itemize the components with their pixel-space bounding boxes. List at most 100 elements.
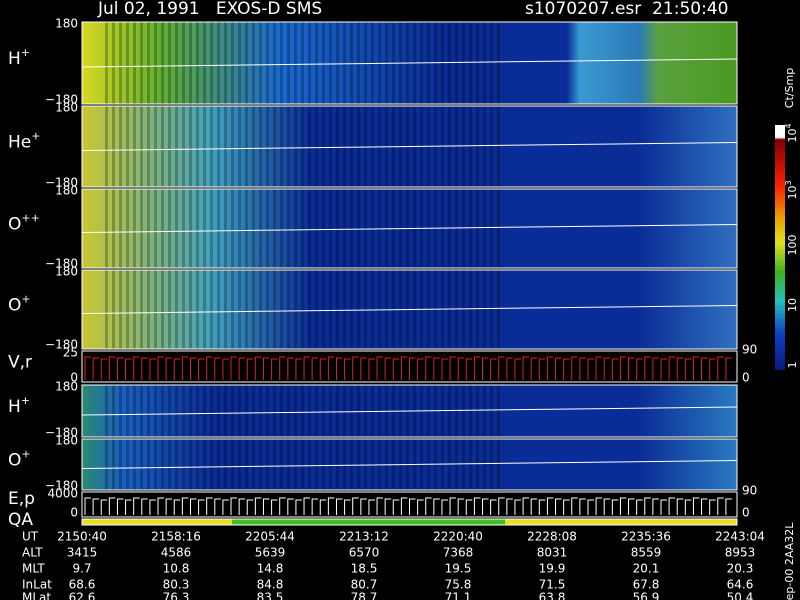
panel-label: O+ [8, 293, 31, 316]
cell: 80.7 [351, 578, 378, 592]
panel-frame [81, 384, 738, 438]
label-base: O [8, 215, 21, 235]
trace [84, 356, 732, 380]
y-tick-label: −180 [45, 426, 78, 440]
colorbar-label: 100 [786, 235, 799, 256]
cell: 2235:36 [621, 530, 671, 544]
trace [81, 58, 738, 68]
colorbar-label: 104 [784, 123, 800, 142]
cell: 4586 [161, 546, 192, 560]
label-sup: + [21, 46, 30, 59]
label-base: V,r [8, 353, 32, 373]
cell: 3415 [67, 546, 98, 560]
trace [81, 406, 738, 416]
row-header: MLT [22, 562, 45, 576]
label-base: H [8, 49, 21, 69]
label-sup: 4 [784, 123, 793, 128]
label-sup: + [21, 394, 30, 407]
label-base: 100 [786, 235, 799, 256]
qa-good [232, 519, 505, 525]
label-sup: 3 [784, 180, 793, 185]
panel-frame [81, 350, 738, 383]
panel-frame [81, 491, 738, 518]
cell: 19.5 [445, 562, 472, 576]
label-base: O [8, 451, 21, 471]
cell: 63.8 [539, 591, 566, 600]
label-base: H [8, 397, 21, 417]
cell: 80.3 [163, 578, 190, 592]
panel-label: O+ [8, 448, 31, 471]
y-tick-label: −180 [45, 338, 78, 352]
cell: 64.6 [727, 578, 754, 592]
cell: 20.1 [633, 562, 660, 576]
trace [81, 305, 738, 314]
cell: 75.8 [445, 578, 472, 592]
label-sup: + [31, 130, 40, 143]
label-sup: + [21, 293, 30, 306]
panel-label: E,p [8, 489, 35, 509]
y2-tick-label: 90 [742, 484, 757, 498]
panel-label: H+ [8, 394, 30, 417]
label-base: 10 [786, 186, 799, 200]
cell: 71.1 [445, 591, 472, 600]
y2-tick-label: 0 [742, 371, 750, 385]
row-header: UT [22, 530, 39, 544]
y-tick-label: −180 [45, 93, 78, 107]
y-tick-label: −180 [45, 257, 78, 271]
trace [81, 142, 738, 151]
panel-label: He+ [8, 130, 40, 153]
cell: 76.3 [163, 591, 190, 600]
cell: 2213:12 [339, 530, 389, 544]
y-tick-label: 180 [55, 434, 78, 448]
y-tick-label: 4000 [47, 487, 78, 501]
y-tick-label: 0 [70, 506, 78, 520]
label-base: 10 [786, 298, 799, 312]
row-header: ALT [22, 546, 43, 560]
trace [81, 224, 738, 233]
cell: 62.6 [69, 591, 96, 600]
y-tick-label: 180 [55, 101, 78, 115]
cell: 56.9 [633, 591, 660, 600]
panel-frame [81, 105, 738, 188]
panel-label: O++ [8, 212, 40, 235]
colorbar [775, 125, 785, 370]
label-base: 1 [786, 362, 799, 369]
cell: 68.6 [69, 578, 96, 592]
label-base: 10 [786, 129, 799, 143]
panel-frame [81, 188, 738, 269]
panel-label: H+ [8, 46, 30, 69]
row-header: MLat [22, 591, 51, 600]
label-base: E,p [8, 489, 35, 509]
panel-frame [81, 269, 738, 350]
cell: 8031 [537, 546, 568, 560]
colorbar-label: 103 [784, 180, 800, 199]
cell: 2150:40 [57, 530, 107, 544]
label-base: O [8, 296, 21, 316]
cell: 67.8 [633, 578, 660, 592]
file-label: s1070207.esr 21:50:40 [525, 0, 728, 19]
cell: 19.9 [539, 562, 566, 576]
cell: 2228:08 [527, 530, 577, 544]
colorbar-label: 1 [786, 362, 799, 369]
cell: 9.7 [72, 562, 91, 576]
y-tick-label: −180 [45, 479, 78, 493]
y-tick-label: 180 [55, 380, 78, 394]
cell: 2243:04 [715, 530, 765, 544]
colorbar-label: 10 [786, 298, 799, 312]
cell: 8559 [631, 546, 662, 560]
panel-label: QA [8, 510, 33, 530]
cell: 8953 [725, 546, 756, 560]
colorbar-unit: Ct/Smp [783, 68, 796, 108]
label-base: He [8, 133, 31, 153]
cell: 10.8 [163, 562, 190, 576]
y-tick-label: −180 [45, 176, 78, 190]
trace [81, 460, 738, 469]
cell: 20.3 [727, 562, 754, 576]
cell: 2220:40 [433, 530, 483, 544]
panel-label: V,r [8, 353, 32, 373]
panel-frame [81, 518, 738, 526]
cell: 83.5 [257, 591, 284, 600]
label-sup: + [21, 448, 30, 461]
row-header: InLat [22, 578, 52, 592]
